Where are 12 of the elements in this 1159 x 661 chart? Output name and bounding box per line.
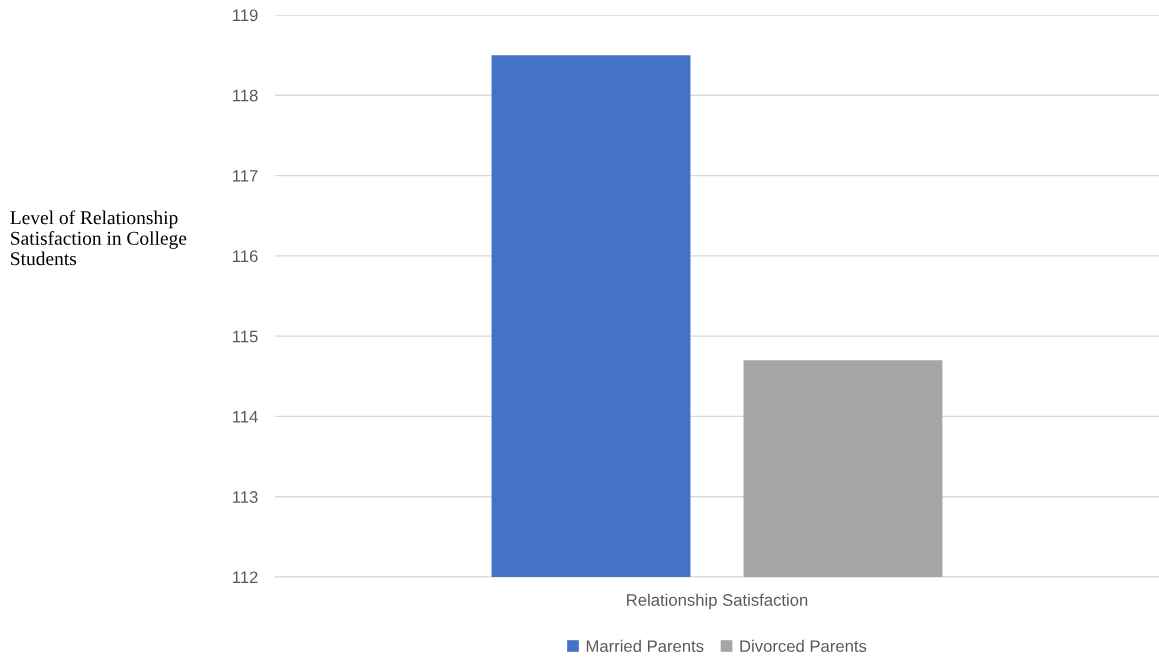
x-tick-label: Relationship Satisfaction [627, 593, 808, 610]
y-tick-label: 115 [233, 330, 258, 343]
y-tick-label: 112 [233, 571, 258, 584]
y-tick-label: 119 [233, 9, 258, 22]
y-axis-title: Level of Relationship Satisfaction in College Students [10, 210, 187, 266]
y-tick-label: 113 [233, 491, 258, 503]
legend-label: Married Parents [586, 639, 704, 653]
y-tick-label: 118 [233, 89, 258, 102]
y-tick-label: 114 [233, 411, 258, 423]
y-tick-label: 117 [233, 170, 258, 182]
legend-label: Divorced Parents [740, 639, 867, 653]
y-tick-label: 116 [233, 250, 258, 263]
